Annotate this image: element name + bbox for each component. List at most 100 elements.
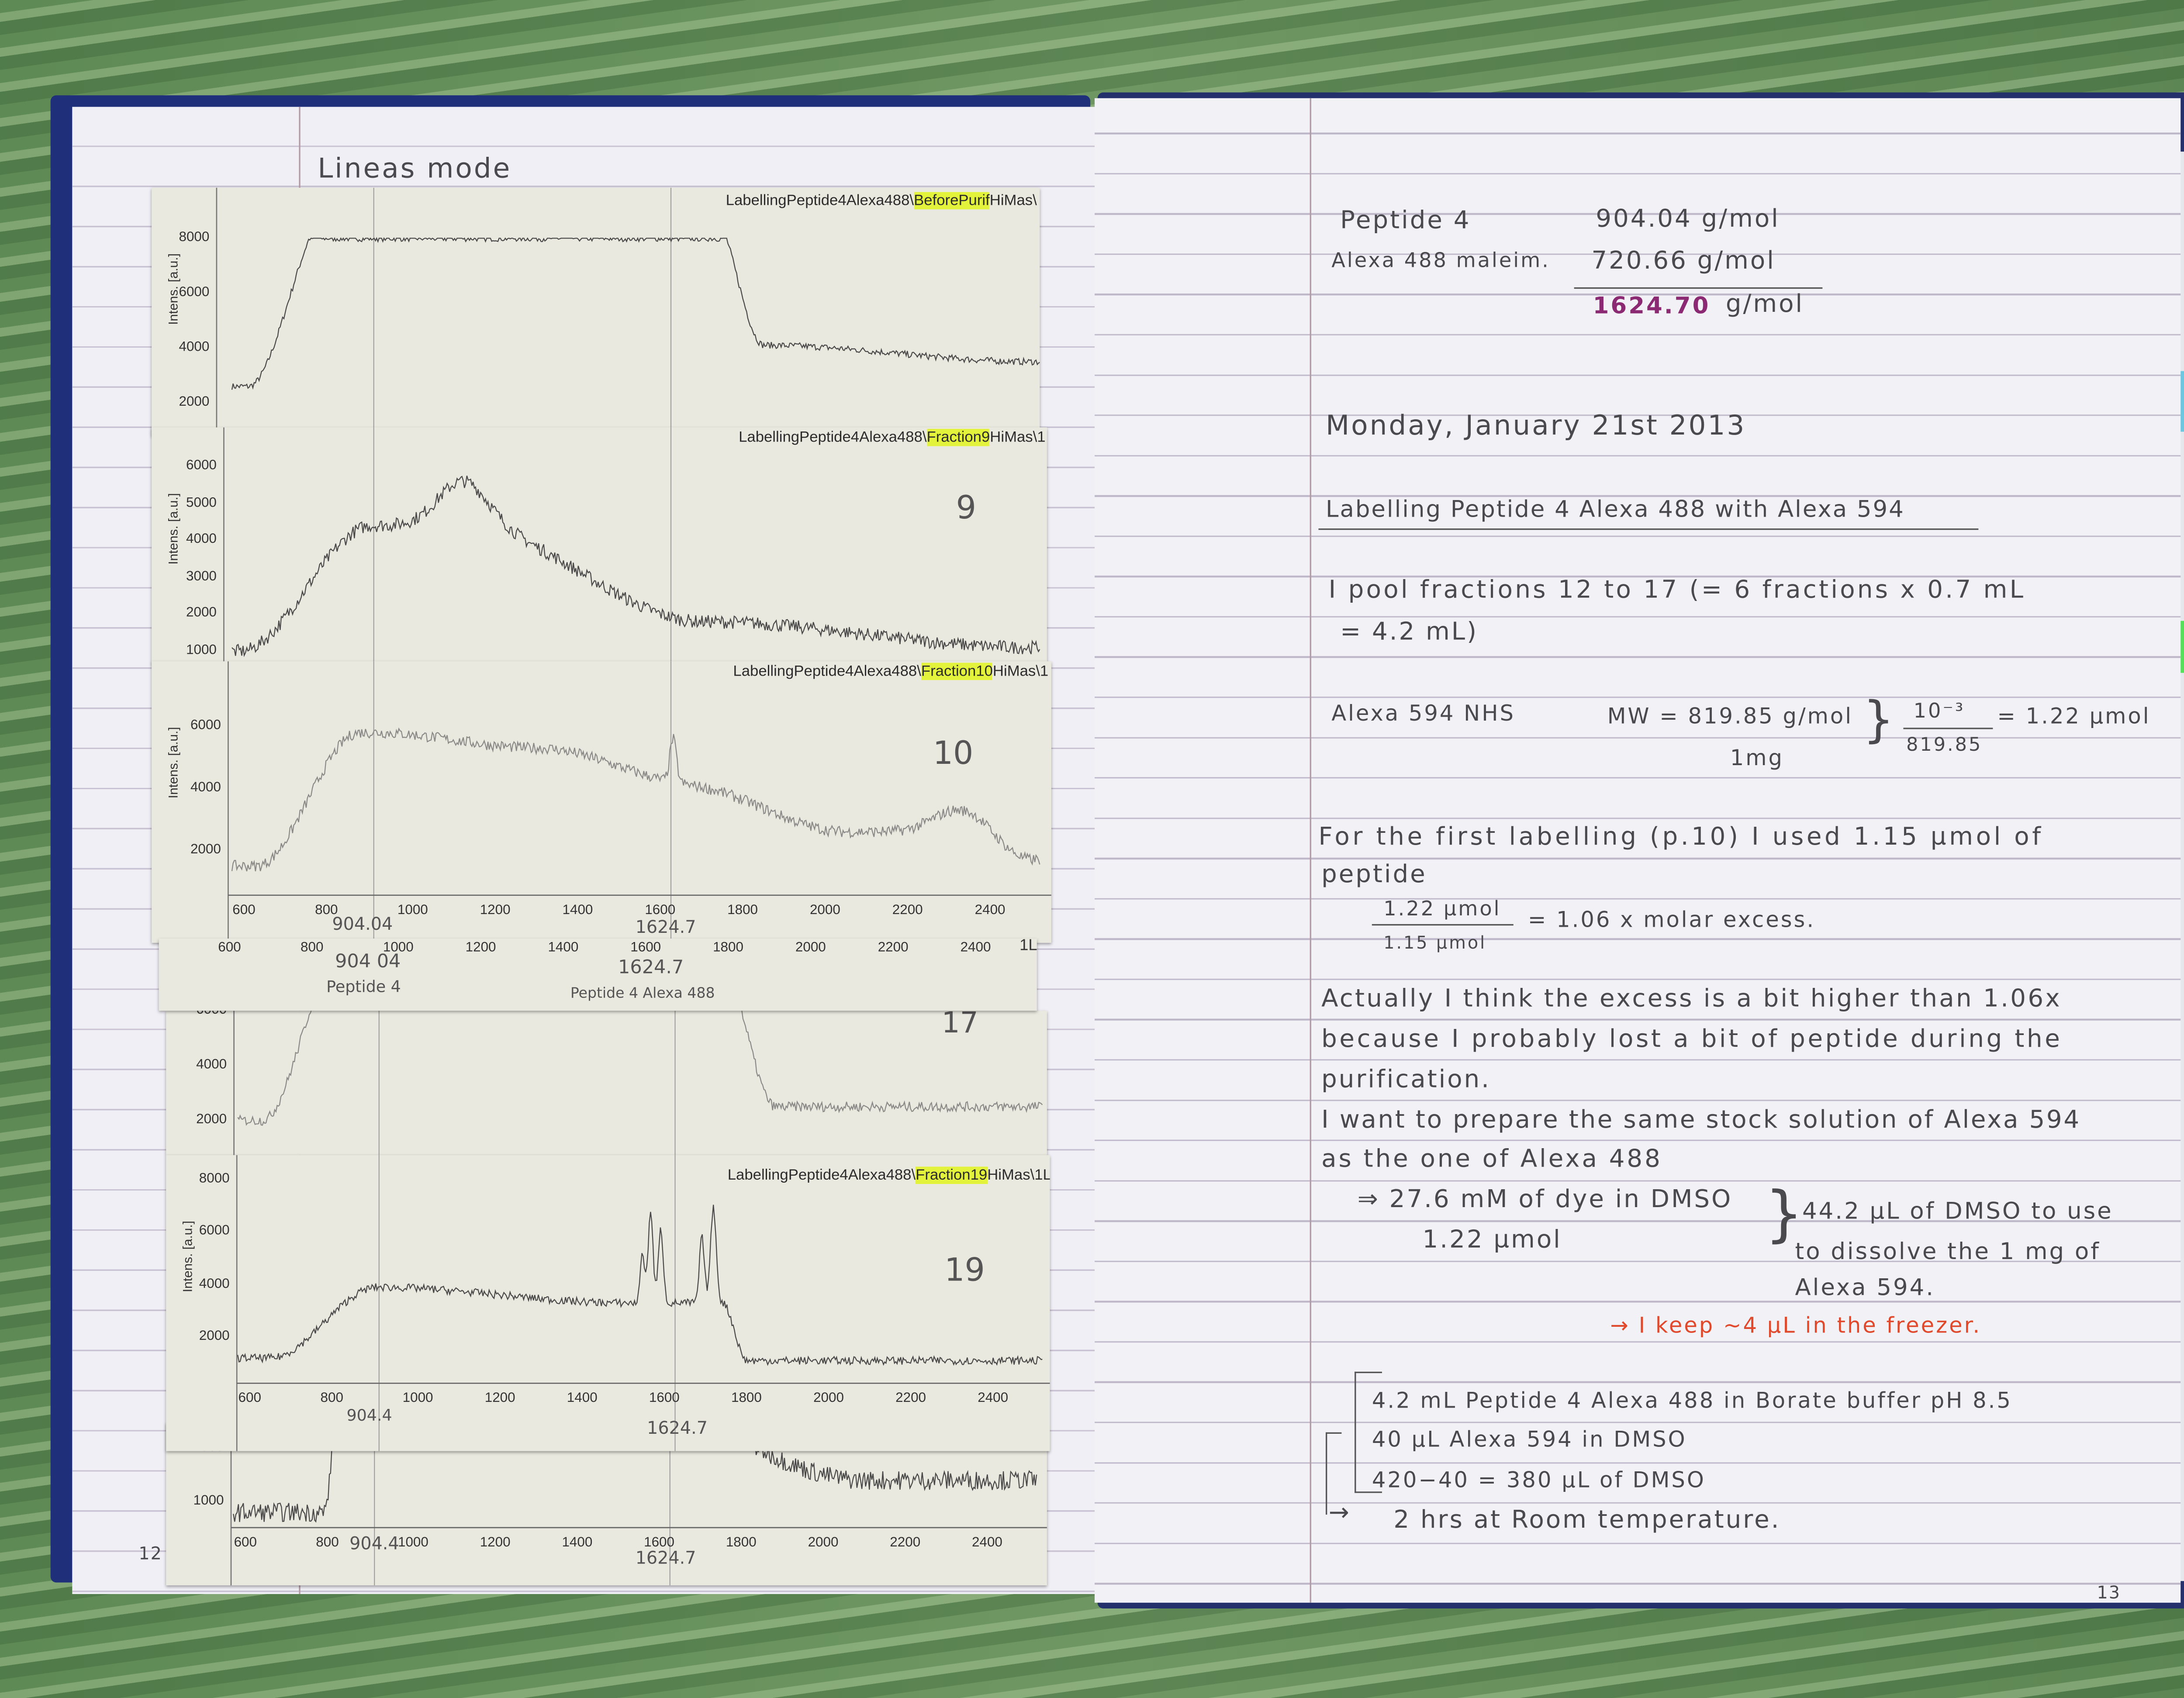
x-tick-label: 600 — [218, 940, 241, 956]
edge-text: 1L — [1019, 938, 1037, 955]
y-tick-label: 2000 — [199, 1328, 230, 1344]
x-tick-label: 2000 — [809, 902, 840, 918]
y-axis-label: Intens. [a.u.] — [166, 727, 181, 799]
spectrum-printout-3: 600 800 1000 1200 1400 1600 1800 2000 2200 2400 90… — [159, 938, 1037, 1011]
y-axis-label: Intens. [a.u.] — [166, 253, 181, 325]
x-tick-label: 2200 — [878, 940, 909, 956]
x-tick-label: 800 — [320, 1390, 343, 1407]
stock-line-2: 1.22 µmol — [1422, 1225, 1562, 1255]
fraction-number: 10 — [933, 736, 974, 773]
x-tick-label: 800 — [301, 940, 324, 956]
spectrum-printout-2: LabellingPeptide4Alexa488\Fraction10HiMa… — [152, 661, 1051, 943]
header-highlight: Fraction10 — [921, 663, 993, 680]
x-tick-label: 2400 — [972, 1535, 1002, 1551]
x-tick-label: 600 — [238, 1390, 261, 1407]
header-suffix: HiMas\1 — [990, 428, 1046, 446]
y-tick-label: 2000 — [179, 394, 210, 410]
x-tick-label: 1800 — [726, 1535, 757, 1551]
x-tick-label: 800 — [315, 902, 338, 918]
x-tick-label: 1400 — [567, 1390, 598, 1407]
alexa594-label: Alexa 594 NHS — [1331, 700, 1515, 726]
peptide-mw: 904.04 g/mol — [1596, 205, 1780, 234]
right-page-margin-line — [1310, 98, 1311, 1603]
mix-line-2: 40 µL Alexa 594 in DMSO — [1372, 1426, 1687, 1453]
freezer-note: → I keep ~4 µL in the freezer. — [1610, 1312, 1982, 1339]
arrow-icon: → — [1328, 1498, 1351, 1528]
spectrum-plot — [236, 1155, 1050, 1451]
spectrum-trace — [232, 476, 1040, 657]
stock-line-1: ⇒ 27.6 mM of dye in DMSO — [1357, 1185, 1733, 1215]
y-tick-label: 4000 — [199, 1276, 230, 1292]
header-prefix: LabellingPeptide4Alexa488\ — [727, 1167, 916, 1184]
x-tick-label: 2400 — [960, 940, 991, 956]
header-suffix: HiMas\ — [989, 192, 1037, 210]
first-labelling-line-2: peptide — [1321, 860, 1427, 890]
y-tick-label: 1000 — [193, 1493, 224, 1509]
y-tick-label: 4000 — [179, 339, 210, 355]
x-tick-label: 2000 — [795, 940, 826, 956]
spectrum-plot — [233, 1011, 1043, 1155]
fraction-number: 9 — [956, 491, 976, 527]
spectrum-header: LabellingPeptide4Alexa488\Fraction9HiMas… — [739, 428, 1046, 446]
spectrum-plot — [228, 661, 1051, 943]
excess-result: = 1.06 x molar excess. — [1527, 907, 1816, 933]
x-tick-label: 1800 — [727, 902, 758, 918]
alexa594-mw: MW = 819.85 g/mol — [1607, 703, 1853, 729]
spectrum-printout-0: LabellingPeptide4Alexa488\BeforePurifHiM… — [152, 187, 1040, 436]
y-tick-label: 6000 — [186, 458, 217, 474]
spectrum-trace — [237, 1011, 1043, 1126]
spectrum-trace — [231, 237, 1040, 390]
alexa594-brace: } — [1863, 691, 1894, 749]
x-tick-label: 600 — [234, 1535, 257, 1551]
mix-line-1: 4.2 mL Peptide 4 Alexa 488 in Borate buf… — [1372, 1387, 2012, 1414]
spectrum-plot — [223, 427, 1040, 664]
fraction-number: 19 — [944, 1253, 985, 1290]
x-tick-label: 1000 — [383, 940, 414, 956]
spectrum-plot — [216, 187, 1040, 436]
x-tick-label: 1600 — [630, 940, 661, 956]
x-tick-label: 800 — [316, 1535, 339, 1551]
incubation-note: 2 hrs at Room temperature. — [1393, 1506, 1781, 1535]
x-tick-label: 2400 — [978, 1390, 1009, 1407]
mix-line-3: 420−40 = 380 µL of DMSO — [1372, 1467, 1706, 1493]
alexa594-mass: 1mg — [1730, 745, 1784, 771]
x-tick-label: 1200 — [484, 1390, 515, 1407]
y-tick-label: 2000 — [190, 842, 221, 858]
mass-annotation: 1624.7 — [618, 957, 684, 979]
y-tick-label: 5000 — [186, 495, 217, 511]
stock-result-1: 44.2 µL of DMSO to use — [1802, 1197, 2113, 1225]
y-tick-label: 4000 — [186, 531, 217, 548]
right-page-number: 13 — [2097, 1582, 2121, 1603]
header-highlight: Fraction19 — [916, 1167, 988, 1184]
left-page-heading: Lineas mode — [318, 153, 512, 185]
mix-bracket — [1355, 1371, 1382, 1493]
alexa488-label: Alexa 488 maleim. — [1331, 249, 1550, 273]
x-tick-label: 1400 — [562, 1535, 593, 1551]
mass-annotation: 904.4 — [346, 1406, 392, 1425]
alexa594-numerator: 10⁻³ — [1913, 700, 1965, 724]
alexa594-fraction-bar — [1903, 728, 1993, 729]
x-tick-label: 1200 — [480, 902, 511, 918]
first-labelling-line-1: For the first labelling (p.10) I used 1.… — [1318, 823, 2044, 852]
x-tick-label: 1600 — [644, 1535, 675, 1551]
mass-annotation: Peptide 4 Alexa 488 — [570, 986, 715, 1002]
stock-result-3: Alexa 594. — [1795, 1273, 1935, 1301]
y-tick-label: 4000 — [196, 1057, 227, 1073]
x-tick-label: 1600 — [645, 902, 676, 918]
alexa594-denominator: 819.85 — [1906, 735, 1983, 757]
alexa488-mw: 720.66 g/mol — [1591, 247, 1776, 276]
sum-underline — [1574, 287, 1823, 289]
header-prefix: LabellingPeptide4Alexa488\ — [739, 428, 927, 446]
note-line-5: as the one of Alexa 488 — [1321, 1145, 1662, 1174]
y-tick-label: 3000 — [186, 569, 217, 585]
x-tick-label: 2000 — [813, 1390, 844, 1407]
x-tick-label: 600 — [232, 902, 256, 918]
y-tick-label: 6000 — [199, 1223, 230, 1239]
mass-annotation: 1624.7 — [635, 1548, 696, 1568]
note-line-2: because I probably lost a bit of peptide… — [1321, 1025, 2063, 1054]
mass-annotation: 1624.7 — [647, 1418, 708, 1438]
total-mw-unit: g/mol — [1725, 290, 1804, 319]
excess-fraction-bar — [1372, 924, 1514, 926]
y-tick-label: 4000 — [190, 780, 221, 796]
mass-annotation: 1624.7 — [635, 917, 696, 937]
